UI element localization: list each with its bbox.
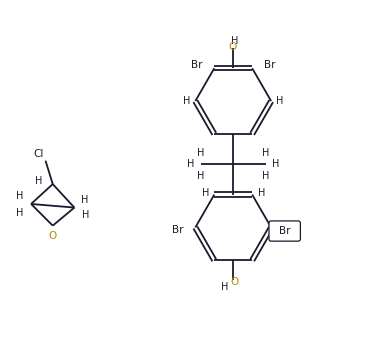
Text: Br: Br xyxy=(264,60,275,70)
Text: H: H xyxy=(197,171,204,181)
Text: H: H xyxy=(262,148,270,158)
Text: H: H xyxy=(276,96,284,106)
Text: H: H xyxy=(197,148,204,158)
Text: H: H xyxy=(221,282,228,292)
Text: O: O xyxy=(49,231,57,241)
Text: O: O xyxy=(230,277,238,287)
Text: H: H xyxy=(81,195,88,205)
Text: Br: Br xyxy=(191,60,203,70)
Text: H: H xyxy=(258,188,265,198)
Text: H: H xyxy=(16,208,23,218)
Text: H: H xyxy=(16,191,23,201)
Text: H: H xyxy=(272,159,280,169)
Text: H: H xyxy=(262,171,270,181)
Text: O: O xyxy=(228,42,236,52)
Text: H: H xyxy=(187,159,194,169)
Text: H: H xyxy=(231,36,239,46)
Text: Br: Br xyxy=(279,226,291,236)
Text: Cl: Cl xyxy=(33,149,44,159)
FancyBboxPatch shape xyxy=(269,221,300,241)
Text: H: H xyxy=(183,96,190,106)
Text: Br: Br xyxy=(172,225,184,235)
Text: H: H xyxy=(82,210,90,220)
Text: H: H xyxy=(201,188,209,198)
Text: H: H xyxy=(35,176,43,186)
